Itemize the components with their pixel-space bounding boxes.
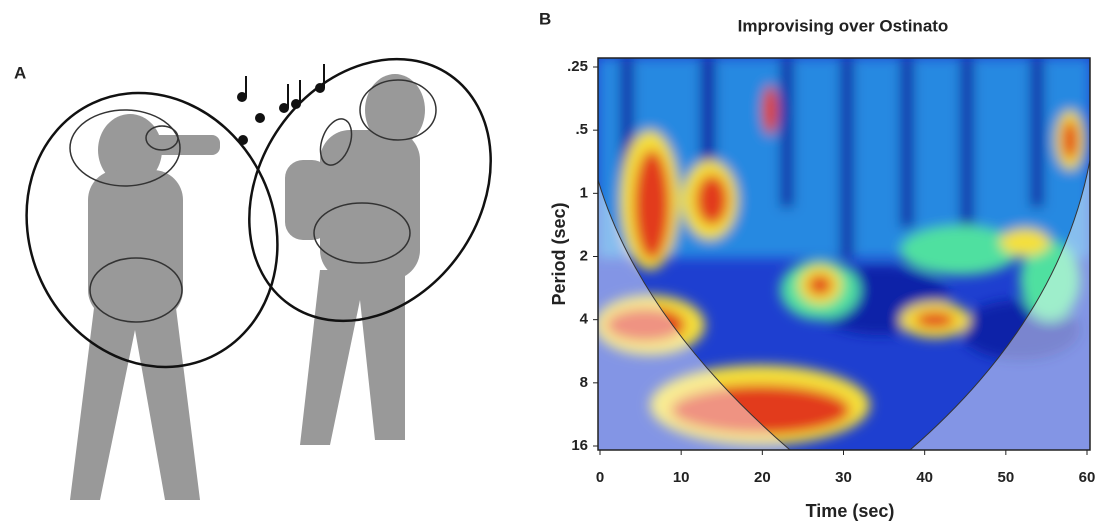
x-tick-label: 60 <box>1079 469 1096 486</box>
x-axis-label: Time (sec) <box>806 501 895 521</box>
coherence-map <box>595 58 1090 450</box>
y-tick-label: 16 <box>571 437 588 454</box>
y-axis-label: Period (sec) <box>549 202 569 305</box>
y-tick-label: 8 <box>580 374 588 391</box>
x-tick-label: 10 <box>673 469 690 486</box>
y-tick-label: 2 <box>580 247 588 264</box>
x-tick-label: 20 <box>754 469 771 486</box>
y-tick-label: .5 <box>575 121 588 138</box>
figure: A B <box>0 0 1107 525</box>
x-tick-label: 50 <box>997 469 1014 486</box>
y-tick-label: 4 <box>580 311 589 328</box>
x-tick-label: 30 <box>835 469 852 486</box>
y-tick-label: .25 <box>567 58 588 75</box>
panel-label: A <box>14 63 26 82</box>
panel-label: B <box>539 9 551 28</box>
y-tick-label: 1 <box>580 184 588 201</box>
chart-title: Improvising over Ostinato <box>738 16 949 35</box>
musicians-illustration: A <box>0 12 540 500</box>
x-tick-label: 0 <box>596 469 604 486</box>
x-tick-label: 40 <box>916 469 933 486</box>
